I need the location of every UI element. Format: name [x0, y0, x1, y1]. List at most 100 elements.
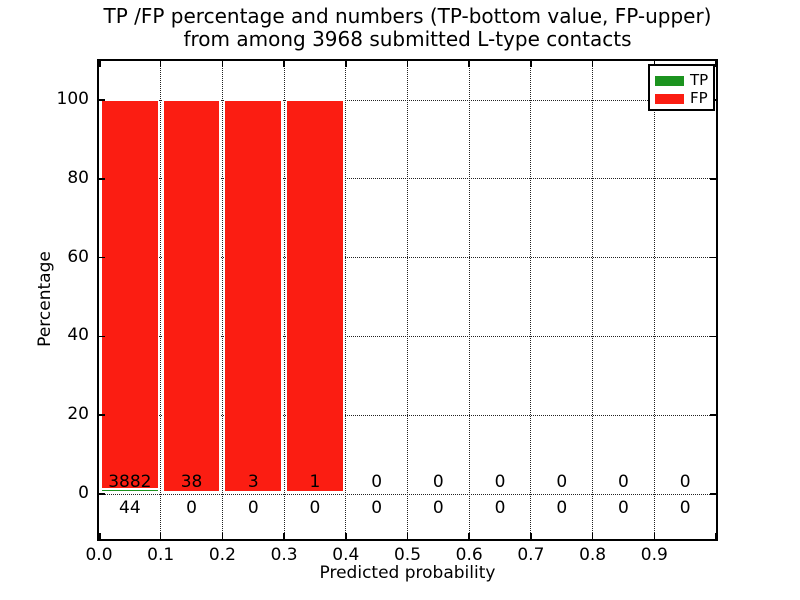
fp-bar-segment — [224, 100, 283, 492]
vertical-gridline — [468, 61, 470, 539]
fp-count-label: 0 — [432, 472, 444, 492]
x-tick-label: 0.1 — [147, 545, 175, 565]
vertical-gridline — [407, 61, 408, 539]
y-tick-mark-right — [710, 414, 716, 416]
tp-count-label: 0 — [247, 498, 259, 518]
x-axis-label: Predicted probability — [319, 563, 496, 583]
x-tick-mark — [591, 533, 594, 539]
vertical-gridline — [653, 61, 655, 539]
x-tick-mark — [283, 533, 285, 539]
y-tick-mark-right — [710, 178, 716, 180]
vertical-gridline — [530, 61, 532, 539]
x-tick-mark-top — [283, 61, 285, 67]
x-tick-mark-top — [221, 61, 224, 67]
y-tick-mark-right — [710, 493, 716, 495]
x-tick-mark-top — [345, 61, 347, 67]
x-tick-mark — [468, 533, 470, 539]
x-tick-label: 0.7 — [517, 545, 545, 565]
horizontal-gridline — [99, 257, 716, 259]
fp-count-label: 1 — [309, 472, 321, 492]
horizontal-gridline — [99, 335, 716, 337]
y-tick-label: 40 — [67, 325, 89, 346]
y-tick-mark — [99, 414, 105, 416]
x-tick-mark — [99, 533, 101, 539]
x-tick-mark — [653, 533, 656, 539]
fp-count-label: 3882 — [108, 472, 152, 492]
vertical-gridline — [345, 61, 347, 539]
fp-bar-segment — [101, 100, 159, 489]
y-tick-mark-right — [710, 335, 716, 338]
x-tick-label: 0.6 — [455, 545, 483, 565]
tp-bar-segment — [101, 489, 159, 492]
fp-count-label: 0 — [556, 472, 568, 492]
x-tick-mark-top — [159, 61, 162, 67]
y-tick-mark-right — [710, 256, 716, 259]
x-tick-label: 0.0 — [85, 545, 113, 565]
fp-count-label: 38 — [180, 472, 203, 492]
horizontal-gridline — [99, 178, 716, 180]
x-tick-label: 0.2 — [208, 545, 236, 565]
y-tick-label: 0 — [78, 483, 89, 503]
x-tick-mark — [221, 533, 224, 539]
fp-count-label: 0 — [371, 472, 383, 492]
x-tick-mark — [159, 533, 162, 539]
x-tick-mark-top — [99, 61, 101, 67]
chart-title-line1: TP /FP percentage and numbers (TP-bottom… — [103, 4, 712, 28]
x-tick-mark — [530, 533, 532, 539]
x-tick-mark-top — [591, 61, 594, 67]
y-tick-label: 100 — [56, 89, 89, 109]
y-tick-label: 80 — [67, 167, 89, 188]
x-tick-mark-top — [530, 61, 532, 67]
y-tick-mark — [99, 493, 105, 495]
x-tick-label: 0.3 — [270, 545, 298, 565]
x-tick-label: 0.4 — [332, 545, 360, 565]
vertical-gridline — [283, 61, 285, 539]
fp-count-label: 0 — [494, 472, 506, 492]
fp-bar-segment — [286, 100, 344, 492]
legend-item-fp: FP — [650, 89, 713, 107]
fp-count-label: 0 — [618, 472, 629, 492]
x-tick-mark-top — [406, 61, 409, 67]
tp-count-label: 0 — [309, 498, 321, 518]
x-tick-mark — [406, 533, 409, 539]
legend-label-fp: FP — [690, 89, 708, 107]
plot-area: 3882 44 38 0 3 0 1 0 0 0 0 0 0 0 0 0 0 0 0 0 — [97, 59, 718, 541]
x-tick-label: 0.8 — [579, 545, 607, 565]
x-tick-mark-top — [714, 61, 716, 67]
tp-count-label: 0 — [556, 498, 568, 518]
legend-item-tp: TP — [650, 71, 713, 89]
legend-label-tp: TP — [690, 71, 709, 89]
vertical-gridline — [221, 61, 223, 539]
annotation-layer: 3882 44 38 0 3 0 1 0 0 0 0 0 0 0 0 0 0 0 0 0 — [99, 61, 716, 539]
legend: TP FP — [648, 64, 715, 111]
tp-count-label: 0 — [679, 498, 691, 518]
vertical-gridline — [160, 61, 162, 539]
tp-count-label: 0 — [618, 498, 629, 518]
y-tick-mark — [99, 178, 105, 180]
tp-count-label: 44 — [119, 498, 141, 518]
tp-count-label: 0 — [494, 498, 506, 518]
x-tick-label: 0.9 — [640, 545, 668, 565]
tp-count-label: 0 — [432, 498, 444, 518]
horizontal-gridline — [99, 414, 716, 416]
vertical-gridline — [592, 61, 594, 539]
tp-count-label: 0 — [186, 498, 197, 518]
grid-layer — [99, 61, 716, 539]
x-tick-mark — [714, 533, 716, 539]
fp-legend-swatch — [655, 94, 684, 104]
x-tick-label: 0.5 — [393, 545, 422, 565]
x-tick-mark-top — [468, 61, 470, 67]
chart-title: TP /FP percentage and numbers (TP-bottom… — [97, 5, 718, 51]
fp-count-label: 3 — [247, 472, 259, 492]
tp-count-label: 0 — [371, 498, 383, 518]
chart-title-line2: from among 3968 submitted L-type contact… — [183, 27, 632, 51]
y-tick-label: 20 — [67, 404, 89, 425]
fp-count-label: 0 — [679, 472, 691, 492]
horizontal-gridline — [99, 99, 716, 101]
fp-bar-segment — [162, 100, 221, 492]
y-tick-mark — [99, 99, 105, 101]
y-tick-mark — [99, 335, 105, 338]
x-tick-mark — [345, 533, 347, 539]
tp-legend-swatch — [655, 76, 684, 86]
